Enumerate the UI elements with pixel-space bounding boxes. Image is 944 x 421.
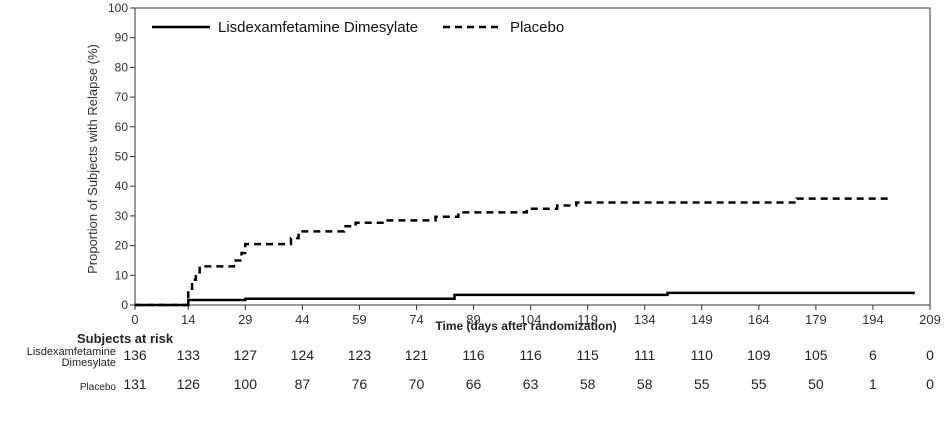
- x-axis-label: Time (days after randomization): [435, 319, 616, 333]
- plot-border: [134, 7, 931, 306]
- risk-row-label-placebo: Placebo: [79, 382, 116, 393]
- risk-value: 50: [808, 376, 824, 392]
- risk-value: 1: [869, 376, 877, 392]
- risk-value: 0: [926, 347, 934, 363]
- y-tick-label: 30: [115, 209, 129, 223]
- x-axis: 0 14 29 44 59 74 89 104 119 134 149 164 179 194 209: [131, 305, 941, 327]
- x-tick-label: 194: [862, 312, 884, 327]
- risk-value: 116: [462, 347, 485, 363]
- risk-value: 124: [290, 347, 315, 363]
- x-tick-label: 164: [748, 312, 770, 327]
- risk-value: 87: [294, 376, 311, 392]
- y-tick-label: 50: [115, 150, 129, 164]
- legend-label: Lisdexamfetamine Dimesylate: [218, 19, 418, 36]
- series-layer: [135, 197, 915, 307]
- risk-value: 58: [579, 376, 596, 392]
- y-tick-label: 20: [115, 239, 129, 253]
- risk-value: 55: [751, 376, 767, 392]
- series-line-placebo: [135, 197, 889, 307]
- risk-value: 66: [465, 376, 482, 392]
- risk-value: 6: [869, 347, 877, 363]
- y-tick-label: 70: [115, 90, 129, 104]
- risk-value: 70: [408, 376, 425, 392]
- risk-value: 136: [123, 347, 147, 363]
- plot-area: [134, 7, 931, 306]
- risk-row-label-line1: Lisdexamfetamine: [26, 346, 116, 358]
- legend: Lisdexamfetamine Dimesylate Placebo: [152, 19, 564, 36]
- risk-value: 111: [634, 347, 656, 363]
- risk-value: 110: [690, 347, 713, 363]
- y-tick-label: 10: [115, 268, 129, 282]
- x-tick-label: 59: [352, 312, 366, 327]
- risk-value: 116: [519, 347, 542, 363]
- x-tick-label: 179: [805, 312, 827, 327]
- y-tick-label: 90: [115, 31, 129, 45]
- y-axis: 0 10 20 30 40 50 60 70 80 90 100: [108, 1, 135, 312]
- risk-value: 131: [123, 376, 147, 392]
- y-axis-label: Proportion of Subjects with Relapse (%): [85, 44, 100, 274]
- x-tick-label: 134: [634, 312, 656, 327]
- risk-value: 105: [804, 347, 828, 363]
- risk-row-label-line2: Dimesylate: [61, 357, 116, 369]
- risk-value: 109: [747, 347, 771, 363]
- series-line-lisdexamfetamine: [135, 291, 915, 307]
- risk-value: 126: [176, 376, 200, 392]
- x-tick-label: 0: [131, 312, 138, 327]
- x-tick-label: 14: [181, 312, 195, 327]
- x-tick-label: 209: [919, 312, 941, 327]
- risk-value: 0: [926, 376, 934, 392]
- y-tick-label: 40: [115, 179, 129, 193]
- x-tick-label: 89: [466, 312, 480, 327]
- x-tick-label: 29: [238, 312, 252, 327]
- risk-value: 121: [404, 347, 429, 363]
- risk-value: 76: [351, 376, 368, 392]
- legend-item-lisdexamfetamine: Lisdexamfetamine Dimesylate: [152, 19, 418, 36]
- legend-label: Placebo: [510, 19, 564, 36]
- x-tick-label: 104: [520, 312, 542, 327]
- risk-value: 100: [233, 376, 257, 392]
- risk-value: 58: [636, 376, 653, 392]
- x-tick-label: 74: [409, 312, 423, 327]
- x-tick-label: 44: [295, 312, 309, 327]
- risk-value: 63: [522, 376, 539, 392]
- risk-value: 55: [693, 376, 710, 392]
- risk-value: 133: [176, 347, 200, 363]
- risk-value: 123: [347, 347, 372, 363]
- risk-table-title: Subjects at risk: [77, 331, 174, 346]
- risk-row-label-lisdexamfetamine: Lisdexamfetamine Dimesylate: [0, 347, 116, 369]
- y-tick-label: 100: [108, 1, 128, 15]
- y-tick-label: 80: [115, 60, 129, 74]
- risk-value: 115: [576, 347, 599, 363]
- x-tick-label: 149: [691, 312, 713, 327]
- y-tick-label: 60: [115, 120, 129, 134]
- y-tick-label: 0: [121, 298, 128, 312]
- x-tick-label: 119: [577, 312, 598, 327]
- risk-value: 127: [233, 347, 257, 363]
- legend-item-placebo: Placebo: [443, 19, 564, 36]
- km-chart: 0 10 20 30 40 50 60 70 80 90 100 0 14 29 44 59 74 89 104 1…: [85, 1, 941, 333]
